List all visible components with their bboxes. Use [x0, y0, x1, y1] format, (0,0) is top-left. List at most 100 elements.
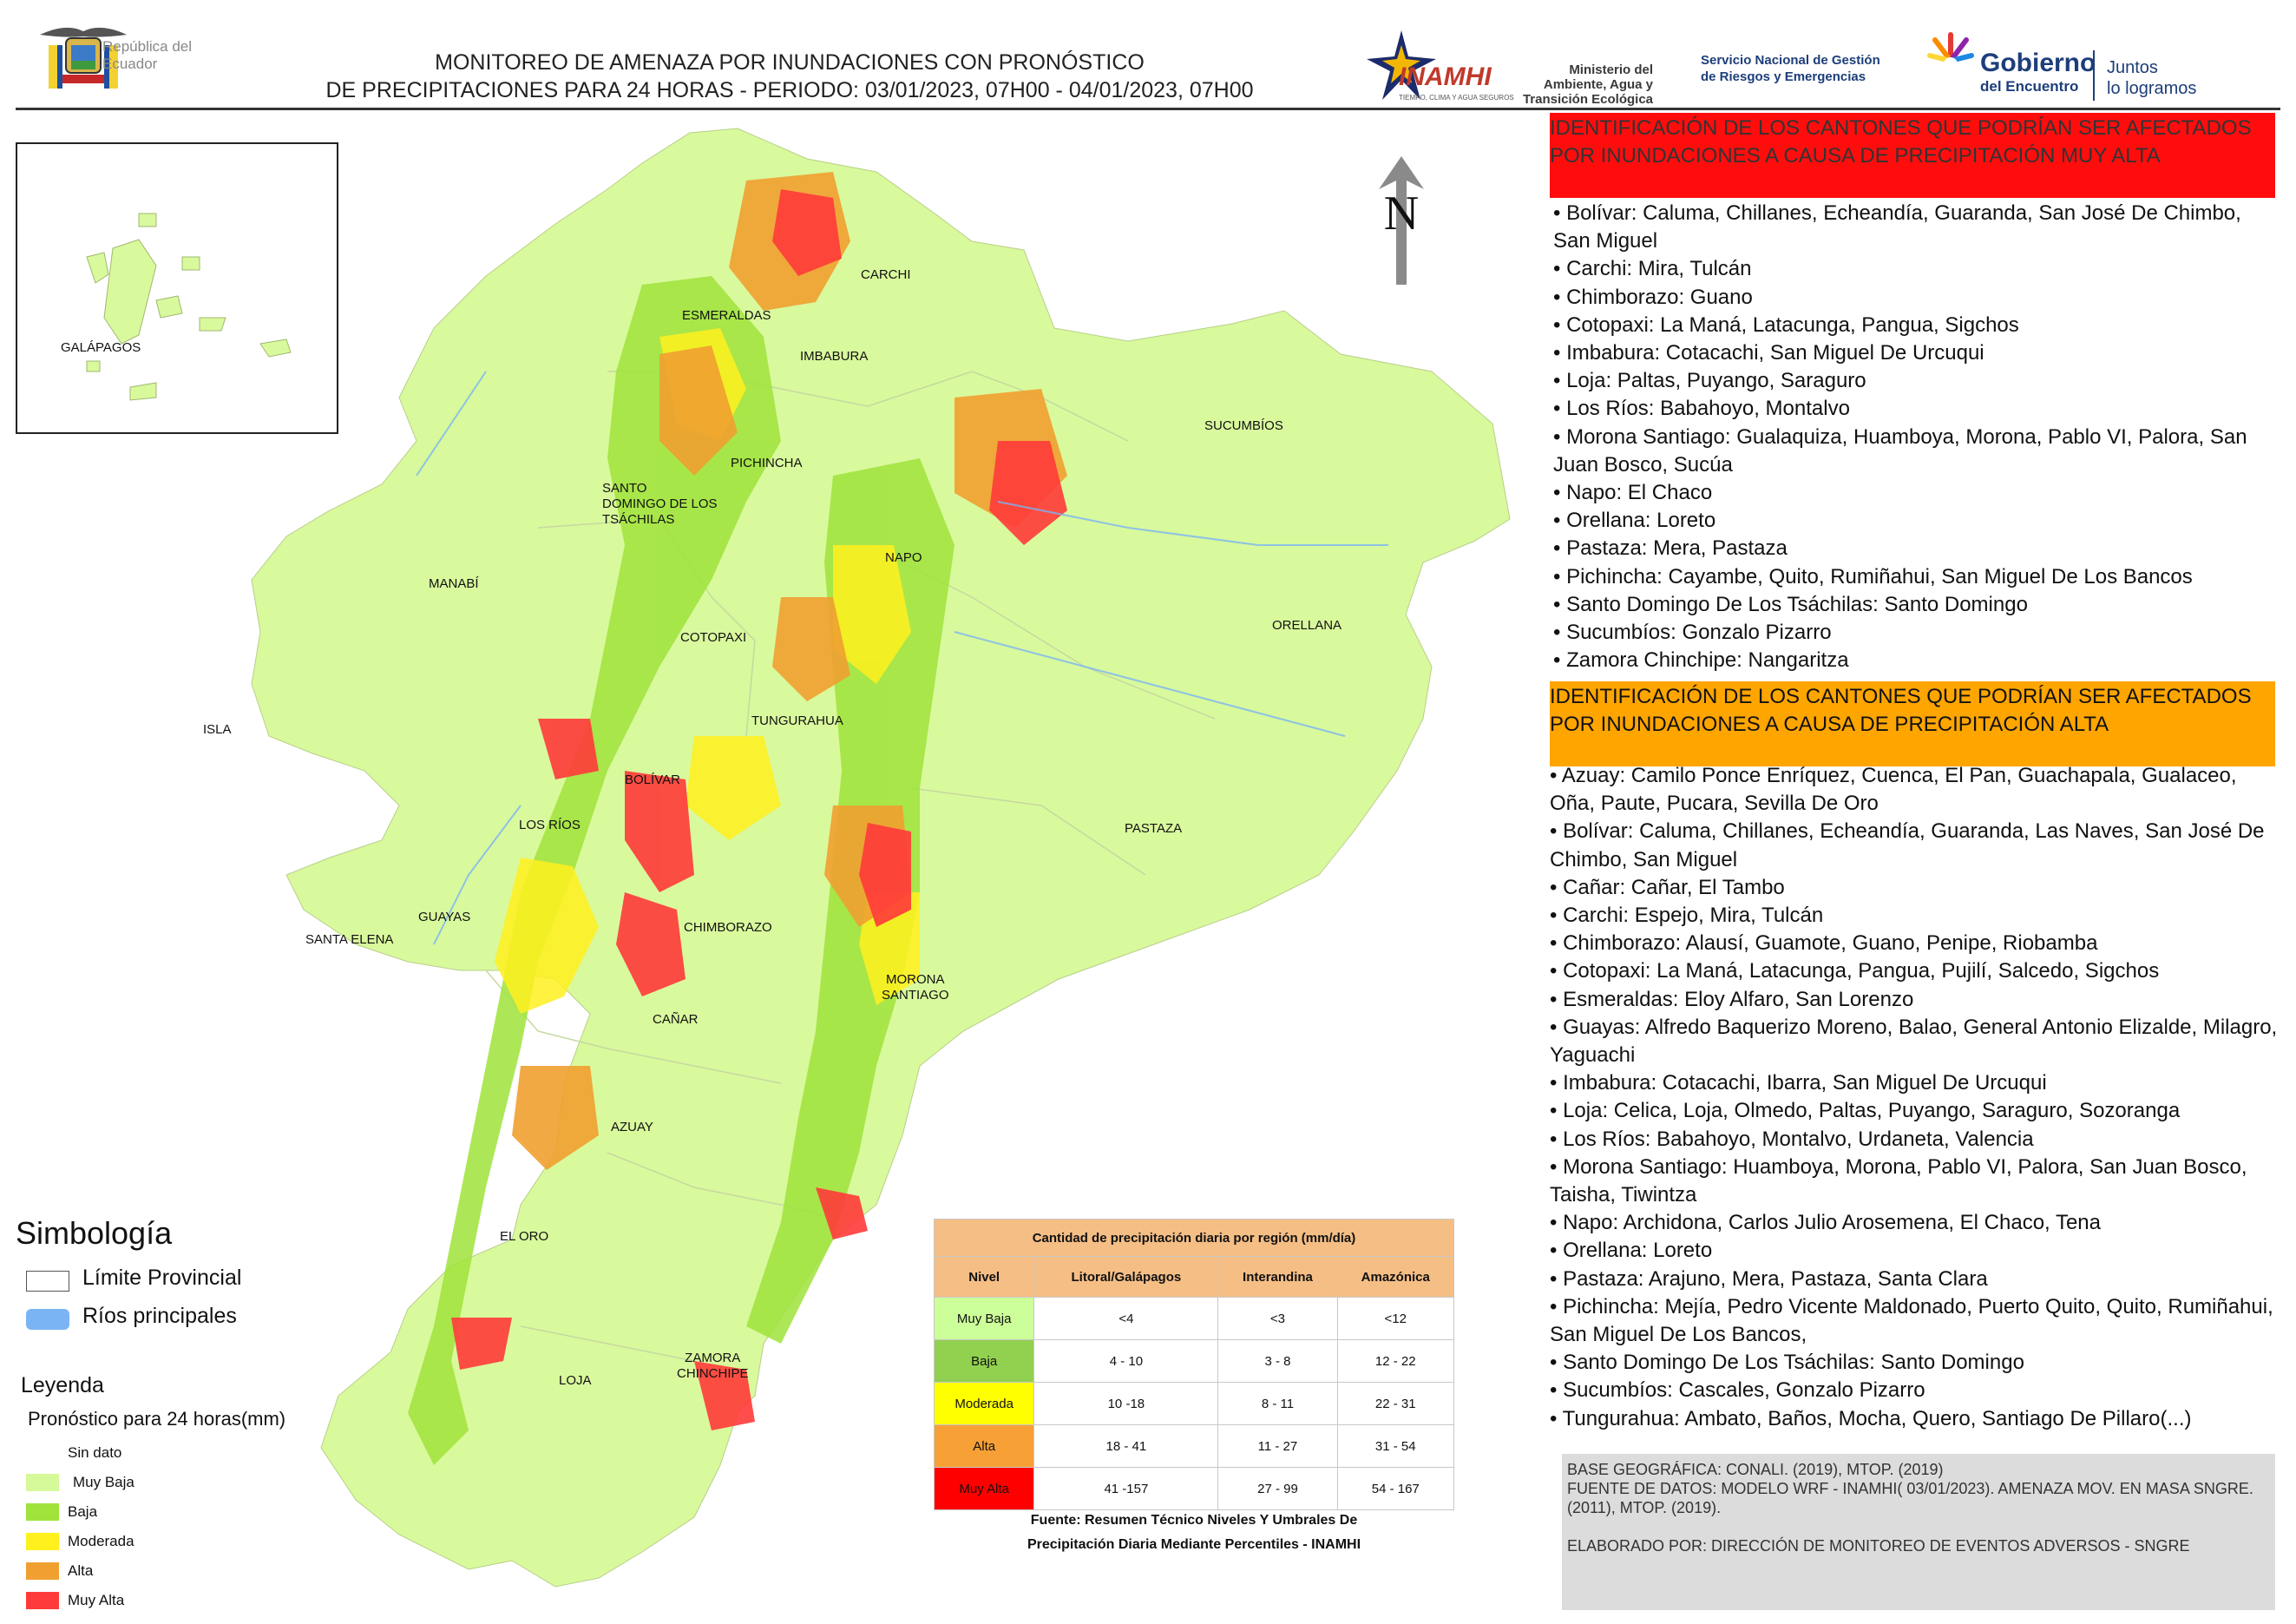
legend-swatch-sin-dato: [26, 1444, 59, 1462]
galapagos-islands: [86, 213, 292, 401]
label-el-oro: EL ORO: [500, 1229, 549, 1244]
inamhi-tagline: TIEMPO, CLIMA Y AGUA SEGUROS: [1399, 94, 1514, 102]
list-item: • Imbabura: Cotacachi, Ibarra, San Migue…: [1550, 1071, 2047, 1095]
table-title: Cantidad de precipitación diaria por reg…: [934, 1219, 1454, 1257]
list-item: • Chimborazo: Alausí, Guamote, Guano, Pe…: [1550, 931, 2098, 956]
legend-label-muy-baja: Muy Baja: [73, 1474, 134, 1490]
label-morona-1: MORONA: [886, 972, 945, 987]
label-loja: LOJA: [559, 1373, 592, 1388]
label-zamora-chinchipe: ZAMORA CHINCHIPE: [677, 1351, 749, 1382]
title-line-1: MONITOREO DE AMENAZA POR INUNDACIONES CO…: [435, 50, 1145, 75]
legend-swatch-alta: [26, 1562, 59, 1580]
legend-swatch-muy-baja: [26, 1474, 59, 1491]
rivers-label: Ríos principales: [82, 1304, 237, 1328]
label-bolivar: BOLÍVAR: [625, 773, 680, 787]
table-source-line-1: Fuente: Resumen Técnico Niveles Y Umbral…: [1030, 1513, 1358, 1528]
legend-label-alta: Alta: [68, 1562, 94, 1579]
table-cell: 27 - 99: [1217, 1467, 1338, 1510]
list-item: • Morona Santiago: Huamboya, Morona, Pab…: [1550, 1154, 2247, 1207]
symbology-title: Simbología: [16, 1215, 173, 1251]
list-item: • Pichincha: Mejía, Pedro Vicente Maldon…: [1550, 1294, 2273, 1347]
table-cell: 54 - 167: [1336, 1467, 1455, 1510]
table-header-interandina: Interandina: [1217, 1256, 1338, 1298]
table-cell: <12: [1336, 1297, 1455, 1340]
list-item: • Loja: Celica, Loja, Olmedo, Paltas, Pu…: [1550, 1099, 2181, 1123]
label-guayas: GUAYAS: [418, 910, 471, 924]
galapagos-inset: [16, 142, 338, 434]
high-alert-title: IDENTIFICACIÓN DE LOS CANTONES QUE PODRÍ…: [1550, 681, 2275, 766]
list-item: • Bolívar: Caluma, Chillanes, Echeandía,…: [1550, 819, 2265, 871]
table-cell-nivel: Moderada: [933, 1382, 1035, 1425]
precipitation-thresholds-table: Cantidad de precipitación diaria por reg…: [933, 1219, 1455, 1510]
table-cell: 18 - 41: [1033, 1424, 1219, 1468]
list-item: • Pastaza: Mera, Pastaza: [1553, 536, 1788, 561]
list-item: • Cañar: Cañar, El Tambo: [1550, 875, 1785, 899]
list-item: • Bolívar: Caluma, Chillanes, Echeandía,…: [1553, 201, 2241, 253]
gobierno-sunburst-icon: [1927, 32, 1974, 71]
label-azuay: AZUAY: [611, 1120, 653, 1134]
label-zamora-1: ZAMORA: [685, 1351, 741, 1365]
legend-label-baja: Baja: [68, 1503, 98, 1520]
legend-swatch-muy-alta: [26, 1592, 59, 1609]
label-tungurahua: TUNGURAHUA: [751, 713, 843, 728]
legend-label-sin-dato: Sin dato: [68, 1444, 122, 1461]
ministerio-line-1: Ministerio del: [1569, 62, 1653, 77]
table-cell-nivel: Muy Baja: [933, 1297, 1035, 1340]
list-item: • Los Ríos: Babahoyo, Montalvo, Urdaneta…: [1550, 1127, 2034, 1151]
legend-subtitle: Pronóstico para 24 horas(mm): [28, 1408, 286, 1430]
table-cell: 11 - 27: [1217, 1424, 1338, 1468]
table-cell-nivel: Baja: [933, 1339, 1035, 1383]
table-cell: 22 - 31: [1336, 1382, 1455, 1425]
gobierno-logo-sub: del Encuentro: [1980, 78, 2079, 95]
sngre-line-1: Servicio Nacional de Gestión: [1701, 53, 1880, 68]
table-cell: 31 - 54: [1336, 1424, 1455, 1468]
list-item: • Santo Domingo De Los Tsáchilas: Santo …: [1553, 592, 2028, 616]
list-item: • Chimborazo: Guano: [1553, 285, 1753, 309]
label-isla: ISLA: [203, 722, 232, 737]
precip-band-muy-alta: [451, 189, 1067, 1430]
main-rivers: [416, 371, 1388, 945]
legend-swatch-baja: [26, 1503, 59, 1521]
rivers-swatch: [26, 1309, 69, 1330]
ecuador-map: [251, 128, 1511, 1588]
table-cell: 41 -157: [1033, 1467, 1219, 1510]
list-item: • Sucumbíos: Gonzalo Pizarro: [1553, 621, 1832, 645]
table-row: Moderada 10 -18 8 - 11 22 - 31: [933, 1382, 1455, 1425]
table-row: Baja 4 - 10 3 - 8 12 - 22: [933, 1339, 1455, 1383]
table-source: Fuente: Resumen Técnico Niveles Y Umbral…: [934, 1509, 1454, 1557]
north-letter: N: [1384, 187, 1419, 240]
very-high-cantons-list: • Bolívar: Caluma, Chillanes, Echeandía,…: [1553, 200, 2282, 674]
list-item: • Pastaza: Arajuno, Mera, Pastaza, Santa…: [1550, 1266, 1988, 1291]
list-item: • Los Ríos: Babahoyo, Montalvo: [1553, 397, 1850, 421]
juntos-line-2: lo logramos: [2107, 79, 2197, 98]
list-item: • Zamora Chinchipe: Nangaritza: [1553, 648, 1849, 673]
list-item: • Loja: Paltas, Puyango, Saraguro: [1553, 369, 1866, 393]
label-chimborazo: CHIMBORAZO: [684, 920, 772, 935]
legend-label-muy-alta: Muy Alta: [68, 1592, 125, 1608]
label-los-rios: LOS RÍOS: [519, 818, 581, 832]
label-pastaza: PASTAZA: [1125, 821, 1183, 836]
juntos-line-1: Juntos: [2107, 58, 2158, 77]
table-cell: 8 - 11: [1217, 1382, 1338, 1425]
list-item: • Tungurahua: Ambato, Baños, Mocha, Quer…: [1550, 1406, 2192, 1430]
table-header-amazonica: Amazónica: [1336, 1256, 1455, 1298]
list-item: • Morona Santiago: Gualaquiza, Huamboya,…: [1553, 424, 2247, 477]
ecuador-coat-of-arms-icon: [40, 27, 127, 89]
list-item: • Carchi: Espejo, Mira, Tulcán: [1550, 904, 1824, 928]
table-cell: 10 -18: [1033, 1382, 1219, 1425]
table-header-litoral: Litoral/Galápagos: [1033, 1256, 1219, 1298]
list-item: • Guayas: Alfredo Baquerizo Moreno, Bala…: [1550, 1015, 2278, 1068]
page-title: MONITOREO DE AMENAZA POR INUNDACIONES CO…: [269, 49, 1310, 104]
juntos-slogan: Juntos lo logramos: [2107, 57, 2196, 99]
table-cell: <4: [1033, 1297, 1219, 1340]
logo-separator: [2093, 50, 2095, 101]
list-item: • Napo: El Chaco: [1553, 481, 1713, 505]
ministerio-line-3: Transición Ecológica: [1522, 92, 1653, 107]
list-item: • Cotopaxi: La Maná, Latacunga, Pangua, …: [1550, 959, 2160, 983]
gobierno-logo-text: Gobierno: [1980, 49, 2096, 77]
table-cell-nivel: Alta: [933, 1424, 1035, 1468]
table-source-line-2: Precipitación Diaria Mediante Percentile…: [1027, 1537, 1361, 1552]
table-row: Alta 18 - 41 11 - 27 31 - 54: [933, 1424, 1455, 1468]
label-santo-domingo-2: DOMINGO DE LOS: [602, 496, 718, 511]
sngre-logo: Servicio Nacional de Gestión de Riesgos …: [1701, 52, 1909, 85]
